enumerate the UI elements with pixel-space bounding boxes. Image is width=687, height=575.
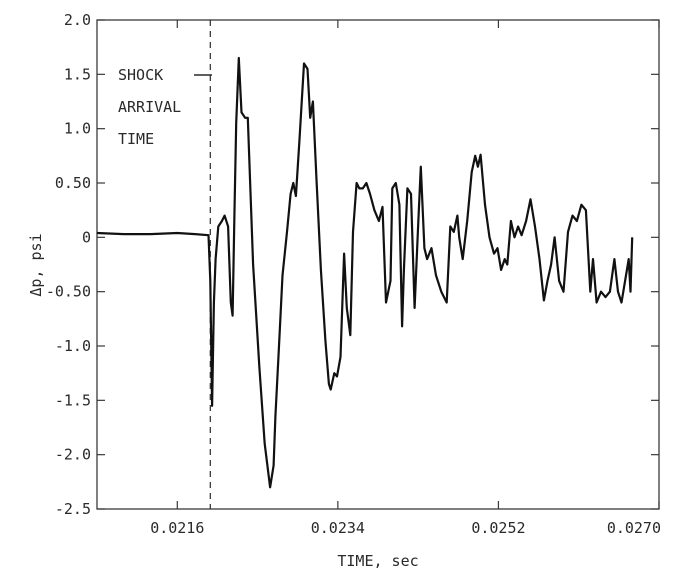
annotation-line-2: ARRIVAL [118, 98, 181, 116]
series-line [96, 56, 634, 489]
annotation-line-3: TIME [118, 130, 154, 148]
y-tick-label: 0.50 [55, 174, 91, 192]
annotation-line-1: SHOCK [118, 66, 163, 84]
y-tick-label: -1.5 [55, 391, 91, 409]
x-tick-label: 0.0270 [607, 519, 661, 537]
y-tick-label: -2.5 [55, 500, 91, 518]
plot-frame [96, 19, 660, 510]
x-tick-label: 0.0234 [311, 519, 365, 537]
x-tick-label: 0.0252 [471, 519, 525, 537]
y-tick-label: 2.0 [64, 11, 91, 29]
y-axis-title: Δp, psi [27, 233, 45, 296]
x-axis: 0.0216 0.0234 0.0252 0.0270 [150, 20, 661, 537]
y-tick-label: -0.50 [46, 283, 91, 301]
shock-annotation: SHOCK ARRIVAL TIME [118, 66, 212, 148]
y-tick-label: -2.0 [55, 446, 91, 464]
y-tick-label: 0 [82, 228, 91, 246]
y-tick-label: 1.0 [64, 120, 91, 138]
y-axis: 2.0 1.5 1.0 0.50 0 -0.50 -1.0 -1.5 -2.0 -2.5 [46, 11, 659, 518]
y-tick-label: -1.0 [55, 337, 91, 355]
x-tick-label: 0.0216 [150, 519, 204, 537]
y-tick-label: 1.5 [64, 65, 91, 83]
x-axis-title: TIME, sec [337, 552, 418, 570]
